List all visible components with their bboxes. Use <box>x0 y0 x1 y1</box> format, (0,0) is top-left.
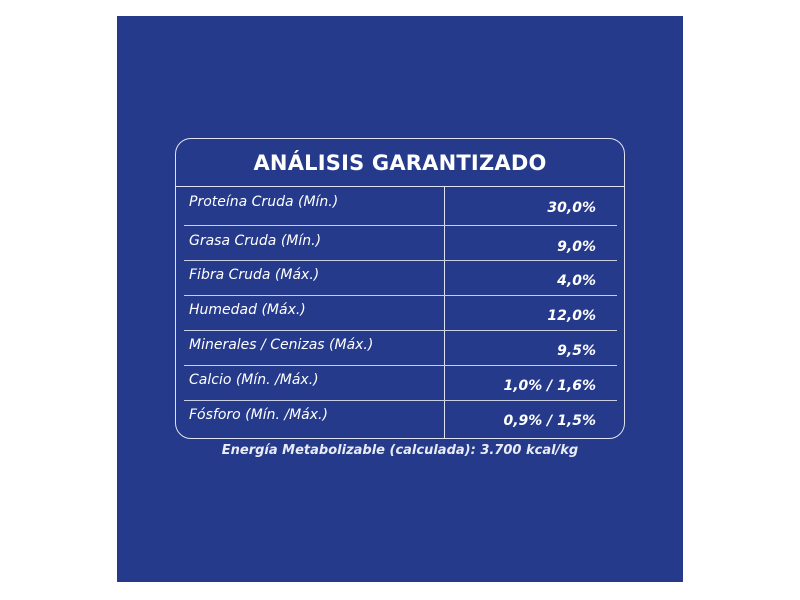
nutrient-value: 9,0% <box>557 239 596 255</box>
row-divider <box>184 295 617 296</box>
nutrient-label: Fibra Cruda (Máx.) <box>189 267 320 283</box>
row-divider <box>184 400 617 401</box>
table-row: Fósforo (Mín. /Máx.) 0,9% / 1,5% <box>176 400 624 434</box>
nutrient-label: Grasa Cruda (Mín.) <box>189 233 322 249</box>
header-divider <box>176 186 624 187</box>
product-info-panel: ANÁLISIS GARANTIZADO Proteína Cruda (Mín… <box>117 16 683 582</box>
analysis-table: ANÁLISIS GARANTIZADO Proteína Cruda (Mín… <box>175 138 625 439</box>
analysis-title: ANÁLISIS GARANTIZADO <box>253 151 547 175</box>
nutrient-value: 30,0% <box>547 200 596 216</box>
nutrient-value: 0,9% / 1,5% <box>503 413 596 429</box>
table-row: Fibra Cruda (Máx.) 4,0% <box>176 260 624 294</box>
energy-footnote: Energía Metabolizable (calculada): 3.700… <box>221 443 579 458</box>
row-divider <box>184 365 617 366</box>
nutrient-label: Calcio (Mín. /Máx.) <box>189 372 319 388</box>
nutrient-label: Humedad (Máx.) <box>189 302 306 318</box>
nutrient-value: 9,5% <box>557 343 596 359</box>
table-row: Humedad (Máx.) 12,0% <box>176 295 624 329</box>
row-divider <box>184 225 617 226</box>
nutrient-value: 4,0% <box>557 273 596 289</box>
table-row: Grasa Cruda (Mín.) 9,0% <box>176 226 624 260</box>
nutrient-label: Fósforo (Mín. /Máx.) <box>189 407 328 423</box>
nutrient-label: Proteína Cruda (Mín.) <box>189 194 339 210</box>
row-divider <box>184 260 617 261</box>
nutrient-label: Minerales / Cenizas (Máx.) <box>189 337 374 353</box>
table-row: Proteína Cruda (Mín.) 30,0% <box>176 187 624 221</box>
table-row: Calcio (Mín. /Máx.) 1,0% / 1,6% <box>176 365 624 399</box>
row-divider <box>184 330 617 331</box>
nutrient-value: 12,0% <box>547 308 596 324</box>
column-divider <box>444 187 445 438</box>
table-row: Minerales / Cenizas (Máx.) 9,5% <box>176 330 624 364</box>
nutrient-value: 1,0% / 1,6% <box>503 378 596 394</box>
